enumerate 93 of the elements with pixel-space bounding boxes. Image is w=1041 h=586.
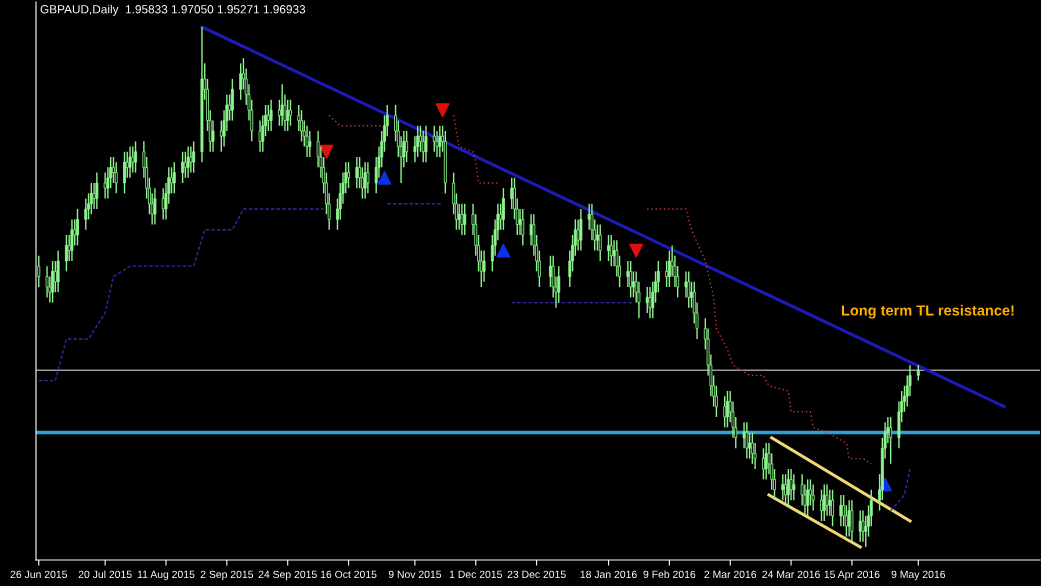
x-tick-label: 1 Dec 2015 [449, 570, 502, 579]
x-tick-label: 11 Aug 2015 [137, 570, 195, 581]
x-tick-label: 16 Oct 2015 [320, 570, 377, 579]
x-tick-label: 9 Nov 2015 [388, 570, 442, 579]
candlestick [548, 255, 552, 288]
candlestick [305, 125, 309, 158]
candlestick [789, 468, 793, 501]
candlestick [170, 166, 173, 195]
candlestick [607, 234, 610, 262]
candlestick [831, 489, 835, 527]
point [496, 243, 511, 258]
candlestick [37, 255, 41, 288]
x-tick-label: 2 Sep 2015 [200, 570, 254, 581]
candlestick [131, 145, 135, 174]
x-tick-label: 24 Mar 2016 [762, 570, 820, 579]
candlestick [460, 203, 464, 236]
x-tick-label: 9 Feb 2016 [643, 570, 696, 579]
x-tick-label: 9 May 2016 [891, 570, 946, 581]
candlestick [764, 442, 768, 481]
candlestick [723, 395, 727, 429]
candlestick [806, 478, 810, 517]
candlestick [192, 140, 196, 174]
x-tick-label: 20 Jul 2015 [78, 570, 132, 579]
candlestick [258, 119, 262, 153]
candlestick [347, 161, 350, 189]
x-tick-label: 23 Dec 2015 [507, 570, 566, 579]
candlestick [239, 62, 243, 101]
candlestick [847, 499, 851, 538]
candlestick [792, 473, 796, 501]
candlestick [114, 161, 118, 195]
candlestick [432, 125, 436, 153]
candlestick [186, 145, 190, 179]
candlestick [667, 249, 671, 288]
candlestick [366, 161, 370, 195]
candlestick [405, 130, 409, 163]
point [629, 243, 644, 258]
candlestick [286, 99, 290, 132]
candlestick [289, 99, 292, 127]
candlestick [726, 390, 729, 429]
candlestick [189, 145, 193, 174]
candlestick [123, 151, 126, 195]
candlestick [134, 140, 138, 174]
candlestick [596, 223, 599, 252]
candlestick [70, 218, 74, 262]
candlestick [889, 416, 893, 465]
candlestick [557, 265, 561, 304]
candlestick [781, 473, 785, 501]
candlestick [416, 125, 420, 158]
candlestick [463, 203, 467, 236]
x-tick-label: 18 Jan 2016 [580, 570, 637, 579]
x-tick-label: 24 Sep 2015 [258, 570, 317, 581]
x-tick-label: 15 Apr 2016 [824, 570, 880, 581]
candlestick [850, 499, 854, 543]
annotation: Long term TL resistance! [841, 304, 1014, 319]
candlestick [825, 483, 829, 517]
candlestick [280, 83, 284, 127]
candlestick [839, 494, 843, 527]
candlestick [355, 156, 359, 189]
candlestick [579, 208, 583, 252]
candlestick [861, 509, 865, 543]
candlestick [56, 249, 60, 293]
candlestick [521, 208, 525, 247]
candlestick [482, 249, 486, 283]
candlestick [648, 286, 652, 319]
x-tick-label: 2 Mar 2016 [704, 570, 757, 579]
x-tick-label: 26 Jun 2015 [10, 570, 67, 579]
candlestick [95, 171, 99, 210]
candlestick [435, 130, 439, 158]
candlestick [64, 234, 68, 273]
candlestick [438, 125, 442, 158]
chart-title: GBPAUD,Daily 1.95833 1.97050 1.95271 1.96933 [40, 4, 306, 16]
candlestick [103, 171, 107, 200]
candlestick [784, 473, 787, 507]
candlestick [45, 265, 49, 299]
candlestick [76, 208, 79, 247]
candlestick [308, 130, 312, 158]
candlestick [811, 483, 815, 512]
point [435, 103, 450, 118]
candlestick [269, 99, 273, 132]
point [319, 144, 334, 159]
candlestick [128, 145, 132, 179]
candlestick [84, 197, 88, 231]
point [377, 170, 392, 185]
candlestick [745, 421, 749, 460]
candlestick [598, 223, 602, 262]
candlestick [820, 489, 823, 522]
candlestick [687, 270, 691, 309]
candlestick [172, 161, 176, 195]
candlestick [300, 109, 303, 143]
candlestick [629, 260, 633, 299]
candlestick [424, 125, 428, 163]
candlestick [153, 187, 157, 226]
candlestick [363, 161, 367, 200]
